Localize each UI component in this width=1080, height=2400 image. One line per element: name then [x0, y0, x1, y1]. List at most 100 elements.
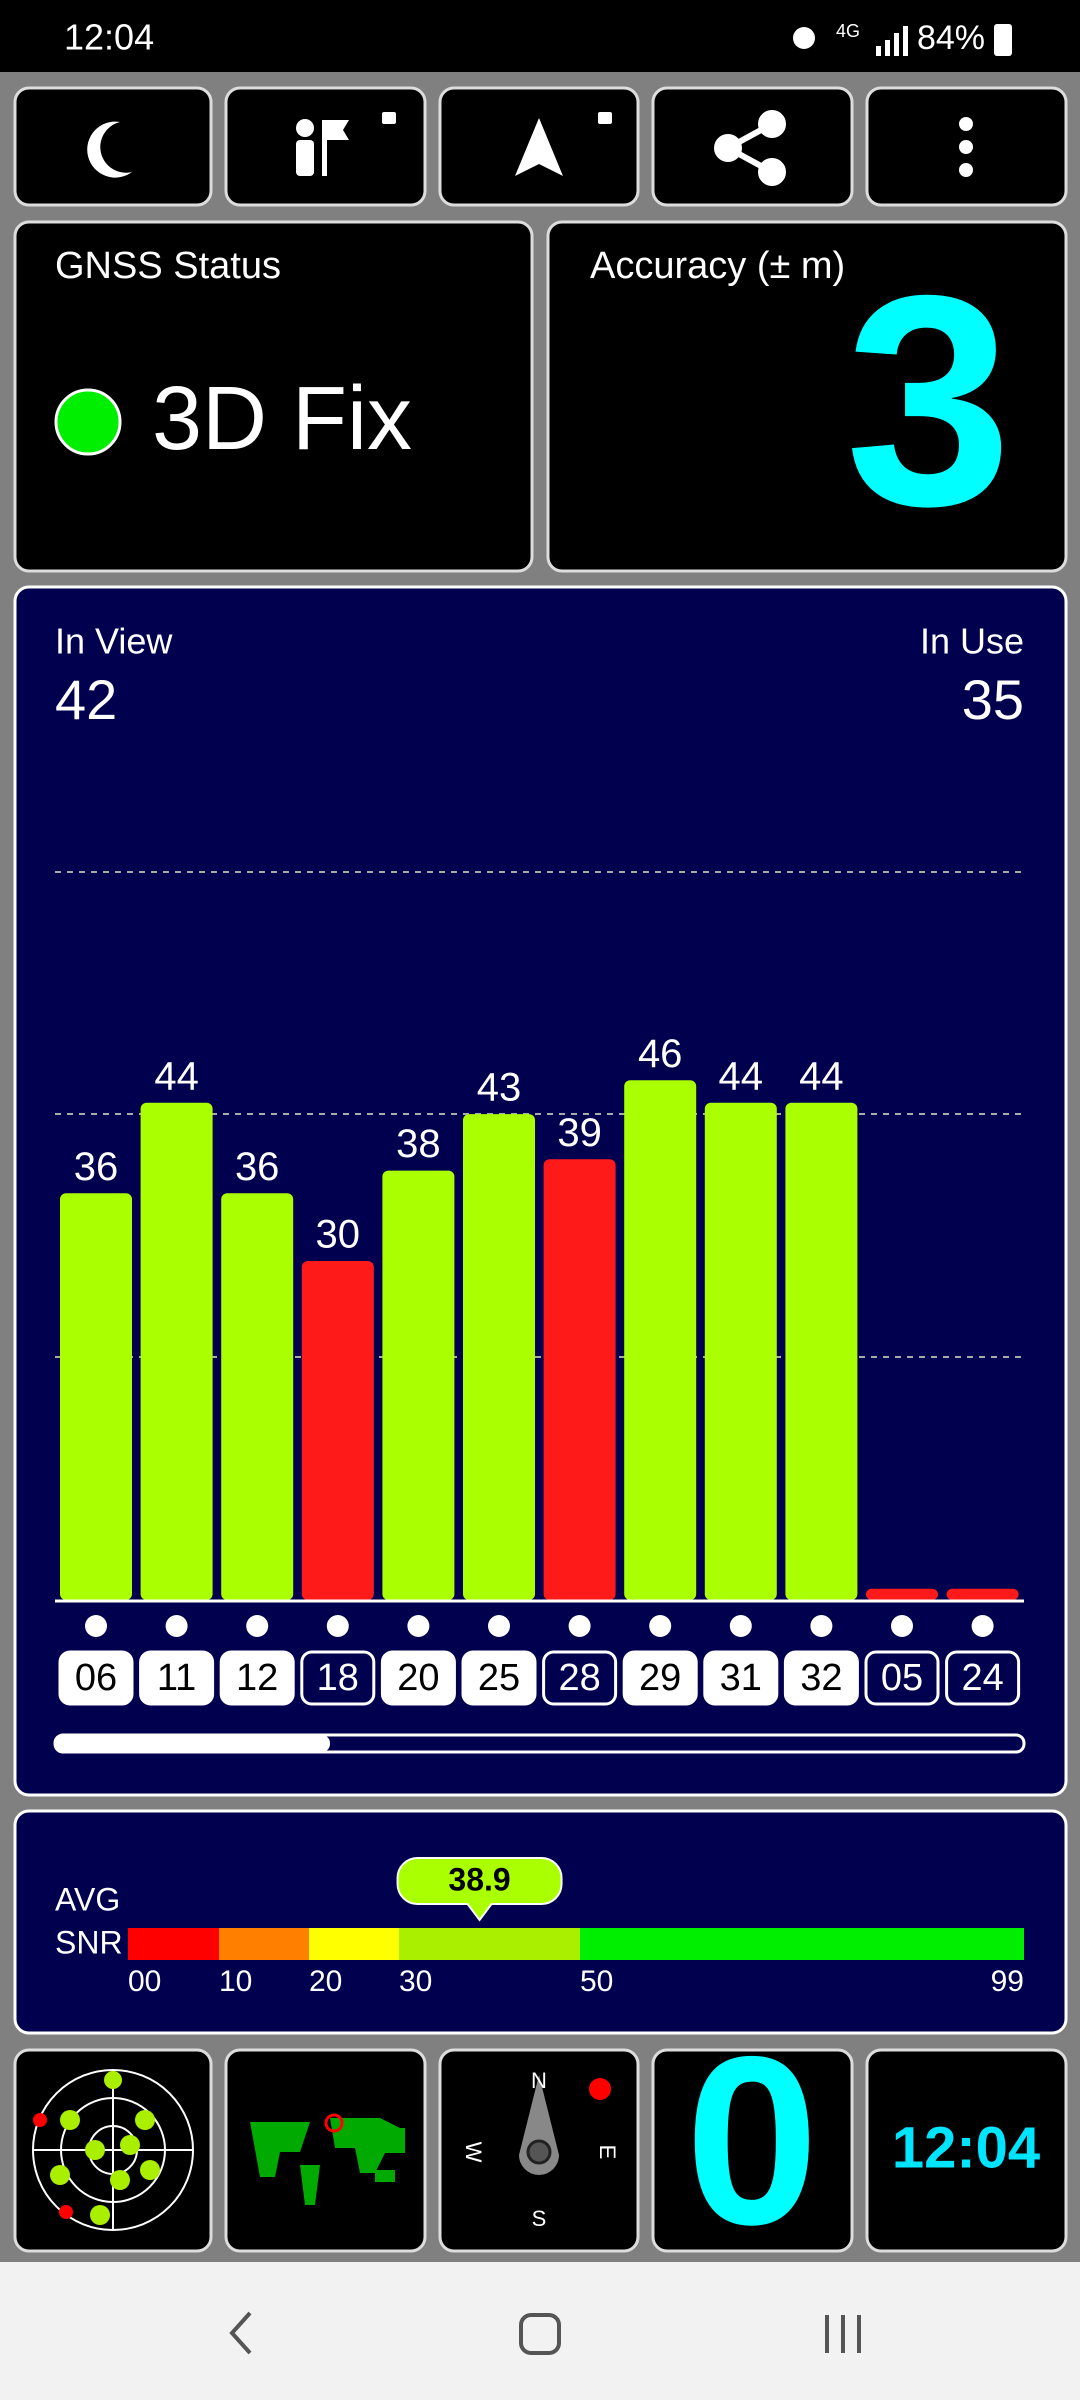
recents-button[interactable]	[825, 2315, 861, 2353]
in-view-label: In View	[55, 621, 173, 662]
in-use-label: In Use	[920, 621, 1024, 662]
status-bar	[0, 0, 1080, 72]
needle-hub	[526, 2139, 552, 2165]
scale-tick-label: 50	[580, 1965, 613, 1998]
person-flag-icon	[296, 112, 396, 176]
share-button[interactable]	[651, 86, 854, 207]
scale-segment	[399, 1928, 580, 1960]
compass-east: E	[595, 2145, 620, 2160]
snr-bar	[946, 1588, 1019, 1600]
scale-segment	[128, 1928, 219, 1960]
satellite-id: 11	[157, 1657, 196, 1699]
toolbar	[13, 86, 1068, 207]
map-tile[interactable]	[224, 2048, 427, 2253]
location-marker	[324, 2113, 344, 2133]
satellite-dot	[971, 1615, 994, 1637]
satellite-id: 25	[478, 1657, 520, 1699]
satellite-id-box	[945, 1650, 1021, 1706]
sky-plot-unused	[33, 2113, 73, 2219]
battery-icon	[994, 24, 1012, 56]
satellite-dot	[85, 1615, 107, 1637]
satellite-id: 32	[800, 1657, 842, 1699]
snr-label: 44	[719, 1054, 764, 1098]
snr-label: 46	[638, 1032, 683, 1076]
night-mode-button[interactable]	[13, 86, 213, 207]
accuracy-card	[546, 220, 1068, 573]
snr-bar	[543, 1159, 616, 1600]
satellite-dot	[891, 1615, 913, 1637]
navigation-bar	[0, 2262, 1080, 2400]
snr-bar	[140, 1102, 213, 1600]
snr-bar	[60, 1193, 132, 1600]
sky-plot	[32, 2069, 194, 2231]
snr-label: 30	[316, 1213, 361, 1257]
satellite-id: 28	[558, 1657, 600, 1699]
home-button[interactable]	[519, 2313, 561, 2355]
satellite-dot	[649, 1615, 672, 1637]
scale-tick-label: 30	[399, 1965, 432, 1998]
battery-level: 84%	[917, 19, 985, 57]
satellite-dot	[810, 1615, 833, 1637]
satellite-id: 06	[75, 1657, 117, 1699]
compass-north: N	[531, 2068, 547, 2093]
snr-bar	[463, 1114, 535, 1600]
snr-label: 44	[154, 1054, 199, 1098]
snr-bar	[866, 1588, 938, 1600]
snr-scale: 00 10 20 30 50 99 38.9	[128, 1857, 1024, 1998]
card-title: GNSS Status	[55, 245, 281, 287]
back-button[interactable]	[229, 2311, 252, 2355]
share-icon	[714, 110, 786, 186]
satellite-dot	[407, 1615, 430, 1637]
scale-tick-label: 00	[128, 1965, 161, 1998]
satellite-dot	[729, 1615, 752, 1637]
signal-icon	[876, 26, 908, 56]
bar-group: 36 06 44 11 36 12 30 18 38 20 43 25 39 28 46 29 44 31 44 32…	[58, 1032, 1021, 1706]
snr-bar	[221, 1193, 294, 1600]
snr-label: 36	[74, 1145, 119, 1189]
snr-label: SNR	[55, 1924, 123, 1960]
scale-segment	[309, 1928, 399, 1960]
sky-plot-satellites	[50, 2071, 160, 2225]
satellite-id: 29	[639, 1657, 681, 1699]
snr-label: 39	[557, 1111, 602, 1155]
satellite-id: 05	[881, 1657, 923, 1699]
world-map	[250, 2118, 405, 2205]
guide-lines	[55, 871, 1024, 1358]
snr-label: 43	[477, 1066, 522, 1110]
snr-label: 36	[235, 1145, 280, 1189]
satellite-id: 18	[317, 1657, 359, 1699]
scale-tick-label: 99	[991, 1965, 1024, 1998]
snr-bar	[704, 1102, 777, 1600]
speed-tile[interactable]	[651, 2048, 854, 2253]
satellite-id-box	[864, 1650, 940, 1706]
satellite-id-box	[300, 1650, 376, 1706]
compass-west: W	[461, 2142, 486, 2163]
compass-south: S	[532, 2206, 547, 2231]
clock-tile[interactable]	[865, 2048, 1068, 2253]
snr-bar	[382, 1170, 455, 1600]
network-type: 4G	[836, 21, 860, 41]
arrow-icon	[515, 118, 563, 176]
lock-icon	[598, 112, 612, 124]
satellite-id-box	[703, 1650, 779, 1706]
satellite-id-box	[461, 1650, 537, 1706]
more-icon	[959, 117, 973, 177]
in-view-count: 42	[55, 668, 117, 731]
sun-marker	[589, 2078, 611, 2100]
moon-icon	[87, 121, 132, 178]
satellite-id: 20	[397, 1657, 439, 1699]
gnss-status-card	[13, 220, 534, 573]
satellite-dot	[165, 1615, 188, 1637]
status-time: 12:04	[64, 17, 154, 58]
in-use-count: 35	[962, 668, 1024, 731]
clock-value: 12:04	[892, 2115, 1040, 2180]
satellite-id-box	[380, 1650, 456, 1706]
satellite-dot	[326, 1615, 349, 1637]
snr-bar	[785, 1102, 858, 1600]
accuracy-value: 3	[845, 232, 1012, 568]
snr-bar	[301, 1261, 374, 1600]
scrollbar-thumb[interactable]	[55, 1735, 330, 1752]
satellite-id-box	[219, 1650, 295, 1706]
